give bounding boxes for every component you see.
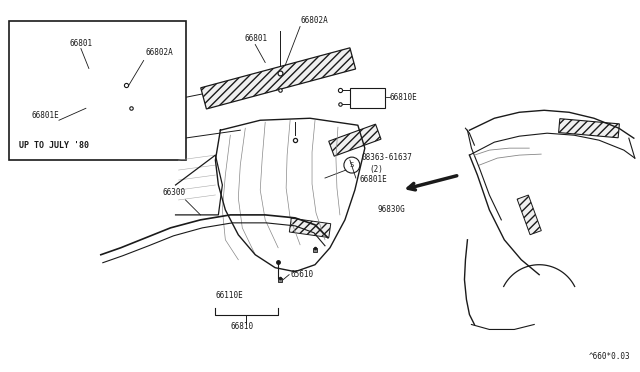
Bar <box>517 195 541 235</box>
Bar <box>559 119 620 138</box>
Text: 66810: 66810 <box>230 323 253 331</box>
Text: (2): (2) <box>370 165 384 174</box>
Text: ^660*0.03: ^660*0.03 <box>589 352 631 361</box>
Text: 66810E: 66810E <box>390 93 417 102</box>
Text: 66801: 66801 <box>244 33 268 42</box>
Text: 66300: 66300 <box>163 188 186 197</box>
Bar <box>36 58 166 103</box>
Text: 66110E: 66110E <box>216 291 243 299</box>
Bar <box>329 124 381 156</box>
Text: 96830G: 96830G <box>378 205 406 214</box>
Bar <box>201 48 356 109</box>
Text: 08363-61637: 08363-61637 <box>362 153 413 162</box>
Bar <box>289 218 331 238</box>
Text: 66801: 66801 <box>69 39 92 48</box>
Text: 66801E: 66801E <box>31 111 59 120</box>
Bar <box>9 20 186 160</box>
Text: S: S <box>349 162 354 168</box>
Text: 66801E: 66801E <box>360 175 388 184</box>
Text: 66802A: 66802A <box>300 16 328 25</box>
Text: 66802A: 66802A <box>146 48 173 58</box>
Bar <box>48 87 158 124</box>
Text: 65610: 65610 <box>290 270 313 279</box>
Bar <box>350 89 385 108</box>
Text: UP TO JULY '80: UP TO JULY '80 <box>19 141 89 150</box>
